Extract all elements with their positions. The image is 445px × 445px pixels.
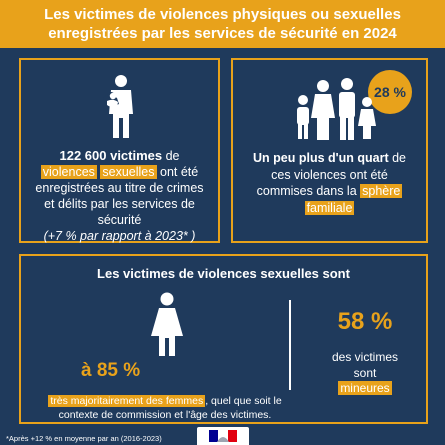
divider: [289, 300, 291, 390]
header-banner: Les victimes de violences physiques ou s…: [0, 0, 445, 48]
card-victims-profile: Les victimes de violences sexuelles sont…: [19, 254, 428, 424]
family-icon: [289, 78, 379, 142]
card1-note: (+7 % par rapport à 2023* ): [43, 229, 196, 243]
card2-strong: Un peu plus d'un quart: [253, 151, 389, 165]
highlight-mineures: mineures: [338, 381, 392, 395]
woman-icon: [149, 292, 185, 358]
percent-badge: 28 %: [368, 70, 412, 114]
minors-text: des victimes sont mineures: [315, 350, 415, 397]
highlight-violences: violences: [40, 165, 97, 179]
women-percent: à 85 %: [81, 360, 141, 381]
highlight-sexuelles: sexuelles: [100, 165, 157, 179]
mother-child-icon: [99, 74, 143, 140]
card1-text-a: de: [162, 149, 180, 163]
card1-text-b: ont été enregistrées au titre de crimes …: [35, 165, 204, 227]
header-title-line2: enregistrées par les services de sécurit…: [48, 25, 397, 42]
highlight-sphere: sphère: [360, 184, 403, 198]
footnote: *Après +12 % en moyenne par an (2016-202…: [6, 434, 162, 443]
card-sexual-violence: 122 600 victimes de violences sexuelles …: [19, 58, 220, 243]
card2-text: Un peu plus d'un quart de ces violences …: [243, 150, 416, 216]
header-title-line1: Les victimes de violences physiques ou s…: [44, 6, 401, 23]
republic-logo: [197, 427, 249, 445]
highlight-women: très majoritairement des femmes: [48, 395, 206, 407]
minors-text-b: sont: [353, 365, 377, 380]
victims-count: 122 600 victimes: [59, 148, 163, 163]
women-text-rest: , quel que soit le contexte de commissio…: [58, 395, 282, 421]
card-family-sphere: 28 % Un peu plus d'un quart de ces viole…: [231, 58, 428, 243]
women-text: très majoritairement des femmes, quel qu…: [35, 394, 295, 422]
minors-text-a: des victimes: [331, 350, 399, 364]
minors-percent: 58 %: [337, 308, 393, 335]
card2-text-a: de ces violences ont été commises dans l…: [256, 151, 406, 198]
highlight-familiale: familiale: [304, 200, 355, 215]
card3-title: Les victimes de violences sexuelles sont: [97, 266, 350, 281]
card1-text: 122 600 victimes de violences sexuelles …: [31, 148, 208, 244]
